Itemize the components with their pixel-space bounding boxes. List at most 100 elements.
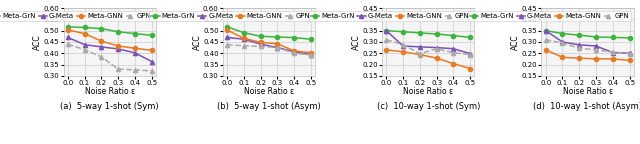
G-Meta — [291, 51, 298, 53]
Y-axis label: ACC: ACC — [193, 34, 202, 50]
GPN — [416, 53, 424, 55]
Line: G-Meta: G-Meta — [543, 29, 632, 55]
Meta-GNN — [64, 29, 72, 31]
GPN — [115, 68, 122, 70]
Meta-GrN — [131, 33, 139, 34]
Y-axis label: ACC: ACC — [33, 34, 42, 50]
Meta-GrN — [115, 31, 122, 33]
GPN — [609, 51, 616, 53]
G-Meta — [307, 54, 315, 55]
GPN — [575, 47, 583, 49]
G-Meta — [399, 45, 407, 47]
Line: GPN: GPN — [225, 42, 313, 57]
Meta-GrN — [575, 34, 583, 36]
Meta-GrN — [467, 37, 474, 38]
Line: Meta-GrN: Meta-GrN — [66, 25, 154, 37]
G-Meta — [240, 38, 248, 40]
Line: Meta-GNN: Meta-GNN — [225, 28, 313, 55]
Line: Meta-GrN: Meta-GrN — [384, 29, 472, 39]
Legend: Meta-GrN, G-Meta, Meta-GNN, GPN: Meta-GrN, G-Meta, Meta-GNN, GPN — [468, 11, 631, 21]
GPN — [64, 43, 72, 45]
GPN — [450, 52, 458, 54]
Meta-GNN — [467, 68, 474, 69]
Line: Meta-GNN: Meta-GNN — [66, 28, 154, 52]
Y-axis label: ACC: ACC — [352, 34, 361, 50]
GPN — [240, 45, 248, 47]
Meta-GrN — [626, 37, 634, 39]
Line: GPN: GPN — [543, 38, 632, 56]
Meta-GNN — [81, 33, 88, 34]
Meta-GNN — [416, 54, 424, 55]
G-Meta — [416, 46, 424, 48]
Line: Meta-GrN: Meta-GrN — [225, 25, 313, 41]
G-Meta — [64, 37, 72, 38]
GPN — [626, 53, 634, 55]
Meta-GNN — [592, 58, 600, 60]
Meta-GNN — [433, 57, 440, 59]
Meta-GrN — [257, 35, 264, 37]
Meta-GrN — [416, 32, 424, 34]
G-Meta — [575, 44, 583, 46]
GPN — [399, 44, 407, 46]
Y-axis label: ACC: ACC — [511, 34, 520, 50]
Meta-GNN — [575, 57, 583, 59]
Text: (b)  5-way 1-shot (Asym): (b) 5-way 1-shot (Asym) — [217, 102, 321, 111]
Meta-GNN — [291, 50, 298, 52]
G-Meta — [609, 52, 616, 53]
X-axis label: Noise Ratio ε: Noise Ratio ε — [563, 87, 612, 96]
GPN — [131, 69, 139, 71]
X-axis label: Noise Ratio ε: Noise Ratio ε — [84, 87, 135, 96]
Meta-GrN — [559, 33, 566, 34]
Meta-GrN — [97, 28, 105, 30]
X-axis label: Noise Ratio ε: Noise Ratio ε — [403, 87, 453, 96]
Meta-GrN — [399, 31, 407, 33]
Meta-GrN — [307, 38, 315, 40]
Meta-GNN — [273, 43, 281, 45]
G-Meta — [450, 48, 458, 50]
G-Meta — [383, 30, 390, 32]
G-Meta — [626, 52, 634, 54]
Meta-GNN — [559, 56, 566, 58]
Line: G-Meta: G-Meta — [384, 29, 472, 56]
Line: GPN: GPN — [66, 42, 154, 73]
Meta-GrN — [81, 27, 88, 28]
Meta-GNN — [609, 58, 616, 60]
Legend: Meta-GrN, G-Meta, Meta-GNN, GPN: Meta-GrN, G-Meta, Meta-GNN, GPN — [149, 11, 312, 21]
G-Meta — [81, 44, 88, 46]
G-Meta — [273, 47, 281, 48]
Meta-GrN — [383, 30, 390, 32]
Meta-GNN — [115, 45, 122, 47]
G-Meta — [223, 37, 231, 38]
G-Meta — [542, 30, 550, 32]
GPN — [81, 49, 88, 50]
Meta-GrN — [273, 36, 281, 38]
G-Meta — [592, 45, 600, 47]
Line: G-Meta: G-Meta — [66, 35, 154, 64]
Meta-GNN — [399, 51, 407, 53]
G-Meta — [433, 47, 440, 48]
Line: Meta-GNN: Meta-GNN — [384, 48, 472, 71]
G-Meta — [467, 53, 474, 55]
Meta-GNN — [542, 49, 550, 51]
G-Meta — [97, 46, 105, 48]
Meta-GNN — [97, 40, 105, 42]
Meta-GrN — [148, 35, 156, 36]
GPN — [291, 52, 298, 54]
Text: (d)  10-way 1-shot (Asym): (d) 10-way 1-shot (Asym) — [533, 102, 640, 111]
Meta-GrN — [592, 36, 600, 38]
Meta-GrN — [64, 26, 72, 28]
G-Meta — [131, 52, 139, 54]
Meta-GrN — [450, 35, 458, 36]
GPN — [273, 47, 281, 48]
Meta-GrN — [240, 32, 248, 34]
GPN — [307, 54, 315, 56]
GPN — [223, 44, 231, 46]
G-Meta — [148, 61, 156, 62]
GPN — [592, 49, 600, 51]
Meta-GrN — [223, 26, 231, 28]
Text: (c)  10-way 1-shot (Sym): (c) 10-way 1-shot (Sym) — [376, 102, 480, 111]
GPN — [257, 46, 264, 47]
Meta-GNN — [383, 49, 390, 51]
Meta-GNN — [223, 29, 231, 31]
Meta-GNN — [450, 63, 458, 65]
